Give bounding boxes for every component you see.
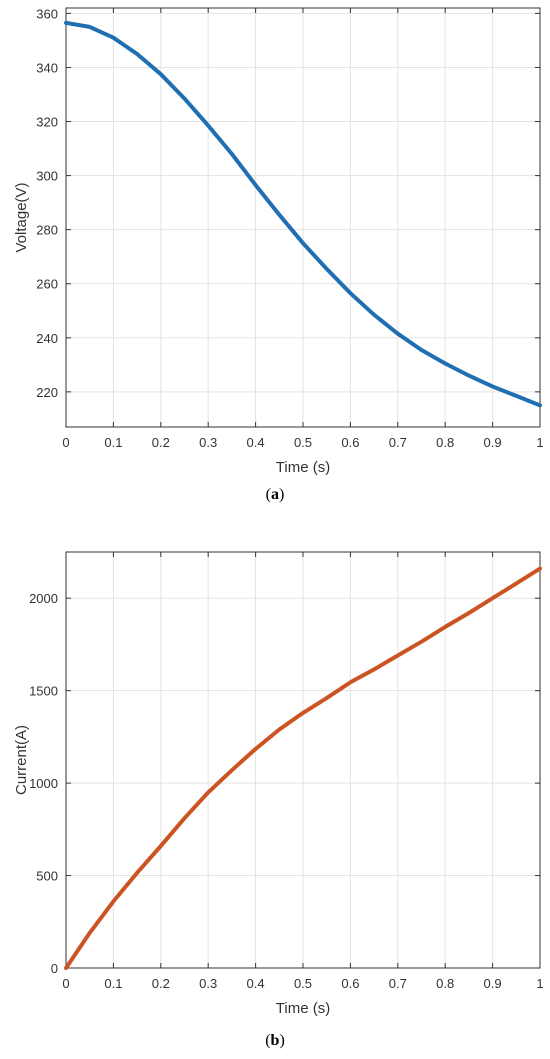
x-tick-label: 0.9 xyxy=(484,435,502,450)
x-tick-label: 1 xyxy=(536,435,543,450)
x-tick-label: 0.9 xyxy=(484,976,502,991)
x-tick-label: 0.6 xyxy=(341,435,359,450)
x-tick-label: 0.1 xyxy=(104,976,122,991)
x-axis-label: Time (s) xyxy=(276,459,330,476)
y-tick-label: 1000 xyxy=(29,776,58,791)
x-tick-label: 0.5 xyxy=(294,435,312,450)
x-tick-label: 0.4 xyxy=(247,435,265,450)
y-tick-label: 360 xyxy=(36,6,58,21)
x-tick-label: 0.3 xyxy=(199,976,217,991)
y-tick-label: 320 xyxy=(36,115,58,130)
x-tick-label: 0.1 xyxy=(104,435,122,450)
x-tick-label: 0.8 xyxy=(436,976,454,991)
y-tick-label: 1500 xyxy=(29,684,58,699)
caption-a-letter: a xyxy=(271,486,279,503)
caption-a: (a) xyxy=(265,486,285,503)
x-tick-label: 0.2 xyxy=(152,976,170,991)
x-tick-label: 0.7 xyxy=(389,435,407,450)
y-tick-label: 2000 xyxy=(29,591,58,606)
series-line xyxy=(64,20,542,408)
caption-b-letter: b xyxy=(270,1032,280,1049)
current-chart: 0 0.1 0.2 0.3 0.4 0.5 0.6 0.7 0.8 0.9 1 0 500 1000 150… xyxy=(13,551,544,1017)
x-tick-label: 0 xyxy=(62,976,69,991)
y-axis-label: Voltage(V) xyxy=(13,182,30,252)
x-tick-label: 0.5 xyxy=(294,976,312,991)
y-tick-label: 280 xyxy=(36,223,58,238)
y-tick-label: 260 xyxy=(36,277,58,292)
caption-b: (b) xyxy=(265,1032,285,1049)
y-tick-label: 0 xyxy=(51,961,58,976)
x-tick-label: 0.3 xyxy=(199,435,217,450)
x-tick-label: 0.4 xyxy=(247,976,265,991)
series-line xyxy=(64,566,542,970)
x-tick-label: 0 xyxy=(62,435,69,450)
x-axis-label: Time (s) xyxy=(276,1000,330,1017)
x-tick-label: 1 xyxy=(536,976,543,991)
y-tick-label: 340 xyxy=(36,60,58,75)
x-tick-label: 0.2 xyxy=(152,435,170,450)
y-tick-label: 300 xyxy=(36,169,58,184)
y-tick-label: 220 xyxy=(36,385,58,400)
y-axis-label: Current(A) xyxy=(13,725,30,795)
y-tick-label: 240 xyxy=(36,331,58,346)
x-tick-label: 0.6 xyxy=(341,976,359,991)
x-tick-label: 0.7 xyxy=(389,976,407,991)
x-tick-label: 0.8 xyxy=(436,435,454,450)
voltage-chart: 0 0.1 0.2 0.3 0.4 0.5 0.6 0.7 0.8 0.9 1 220 240 260 28… xyxy=(13,6,544,476)
y-tick-label: 500 xyxy=(36,869,58,884)
